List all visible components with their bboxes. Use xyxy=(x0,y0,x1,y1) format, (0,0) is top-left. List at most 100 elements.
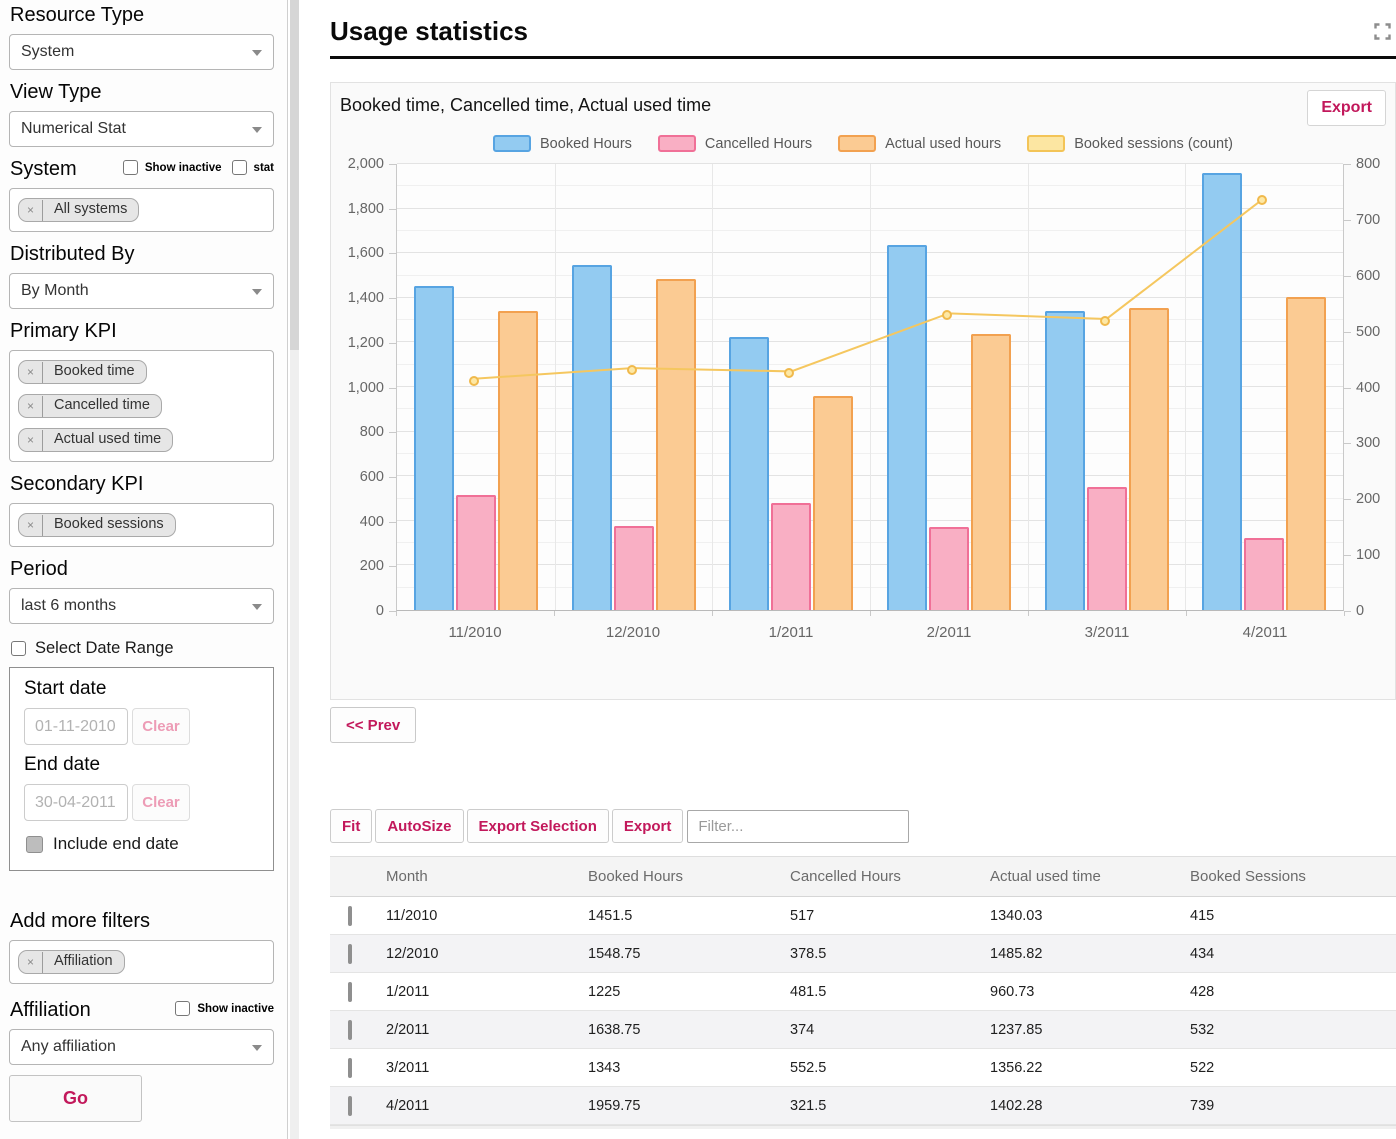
column-header-month[interactable]: Month xyxy=(382,857,584,897)
table-export-button[interactable]: Export xyxy=(612,809,684,843)
table-filter-input[interactable] xyxy=(687,810,909,843)
fit-button[interactable]: Fit xyxy=(330,809,372,843)
axis-tick xyxy=(389,611,396,612)
scrollbar-thumb[interactable] xyxy=(290,0,299,350)
legend-item[interactable]: Booked Hours xyxy=(493,135,632,152)
sessions-point xyxy=(1100,316,1110,326)
x-axis-tick xyxy=(396,611,397,616)
axis-tick xyxy=(1344,388,1351,389)
page-title: Usage statistics xyxy=(330,16,528,47)
row-checkbox[interactable] xyxy=(348,1020,352,1040)
column-header-booked-hours[interactable]: Booked Hours xyxy=(584,857,786,897)
row-checkbox[interactable] xyxy=(348,982,352,1002)
secondary-kpi-tag: ×Booked sessions xyxy=(18,513,176,537)
axis-tick xyxy=(389,253,396,254)
axis-tick xyxy=(389,164,396,165)
affiliation-show-inactive-checkbox[interactable] xyxy=(175,1001,190,1016)
axis-tick-label: 0 xyxy=(376,603,384,619)
table-row[interactable]: 3/20111343552.51356.22522 xyxy=(330,1049,1396,1087)
autosize-button[interactable]: AutoSize xyxy=(375,809,463,843)
column-header-booked-sessions[interactable]: Booked Sessions xyxy=(1186,857,1396,897)
add-more-filters-multiselect[interactable]: ×Affiliation xyxy=(9,940,274,984)
export-selection-button[interactable]: Export Selection xyxy=(467,809,609,843)
end-date-clear-button[interactable]: Clear xyxy=(132,784,190,821)
view-type-label: View Type xyxy=(10,81,274,104)
table-row[interactable]: 2/20111638.753741237.85532 xyxy=(330,1011,1396,1049)
secondary-kpi-multiselect[interactable]: ×Booked sessions xyxy=(9,503,274,547)
chart-area[interactable]: 02004006008001,0001,2001,4001,6001,8002,… xyxy=(340,164,1386,645)
axis-tick xyxy=(1344,499,1351,500)
cell-month: 12/2010 xyxy=(382,935,584,973)
affiliation-label: Affiliation xyxy=(10,999,91,1022)
prev-button[interactable]: << Prev xyxy=(330,707,416,743)
include-end-date-checkbox[interactable] xyxy=(26,836,43,853)
chevron-down-icon xyxy=(252,50,262,56)
legend-item[interactable]: Booked sessions (count) xyxy=(1027,135,1233,152)
select-all-header[interactable] xyxy=(330,857,382,897)
primary-kpi-multiselect[interactable]: ×Booked time×Cancelled time×Actual used … xyxy=(9,350,274,462)
table-row[interactable]: 1/20111225481.5960.73428 xyxy=(330,973,1396,1011)
chart-panel: Booked time, Cancelled time, Actual used… xyxy=(330,82,1396,700)
affiliation-select[interactable]: Any affiliation xyxy=(9,1029,274,1065)
cell-actual-used-time: 1356.22 xyxy=(986,1049,1186,1087)
primary-kpi-tag: ×Booked time xyxy=(18,360,147,384)
system-multiselect[interactable]: ×All systems xyxy=(9,188,274,232)
remove-tag-icon[interactable]: × xyxy=(19,515,43,536)
legend-swatch xyxy=(493,135,531,152)
axis-tick-label: 700 xyxy=(1356,212,1380,228)
primary-kpi-tag-label: Booked time xyxy=(43,361,146,383)
legend-swatch xyxy=(838,135,876,152)
remove-tag-icon[interactable]: × xyxy=(19,362,43,383)
axis-tick-label: 400 xyxy=(1356,380,1380,396)
affiliation-show-inactive-label: Show inactive xyxy=(197,1003,274,1015)
table-row[interactable]: 4/20111959.75321.51402.28739 xyxy=(330,1087,1396,1125)
sidebar-scrollbar[interactable] xyxy=(290,0,299,1139)
select-date-range-checkbox[interactable] xyxy=(11,641,26,656)
row-checkbox[interactable] xyxy=(348,944,352,964)
axis-tick-label: 300 xyxy=(1356,435,1380,451)
view-type-value: Numerical Stat xyxy=(21,120,126,138)
table-row[interactable]: 11/20101451.55171340.03415 xyxy=(330,897,1396,935)
start-date-clear-button[interactable]: Clear xyxy=(132,708,190,745)
remove-tag-icon[interactable]: × xyxy=(19,952,43,973)
x-axis-tick xyxy=(870,611,871,616)
row-checkbox[interactable] xyxy=(348,906,352,926)
system-stat-checkbox[interactable] xyxy=(232,160,247,175)
remove-tag-icon[interactable]: × xyxy=(19,200,43,221)
axis-tick-label: 500 xyxy=(1356,324,1380,340)
go-button[interactable]: Go xyxy=(9,1075,142,1122)
axis-tick-label: 1,600 xyxy=(348,245,384,261)
row-checkbox[interactable] xyxy=(348,1058,352,1078)
fullscreen-icon[interactable] xyxy=(1373,22,1392,41)
table-row[interactable]: 12/20101548.75378.51485.82434 xyxy=(330,935,1396,973)
system-tag: ×All systems xyxy=(18,198,139,222)
remove-tag-icon[interactable]: × xyxy=(19,396,43,417)
period-select[interactable]: last 6 months xyxy=(9,588,274,624)
distributed-by-select[interactable]: By Month xyxy=(9,273,274,309)
cell-actual-used-time: 1237.85 xyxy=(986,1011,1186,1049)
column-header-actual-used-time[interactable]: Actual used time xyxy=(986,857,1186,897)
axis-tick xyxy=(1344,555,1351,556)
end-date-input[interactable] xyxy=(24,784,128,821)
row-checkbox[interactable] xyxy=(348,1096,352,1116)
primary-kpi-tag: ×Cancelled time xyxy=(18,394,162,418)
column-header-cancelled-hours[interactable]: Cancelled Hours xyxy=(786,857,986,897)
view-type-select[interactable]: Numerical Stat xyxy=(9,111,274,147)
cell-booked-sessions: 532 xyxy=(1186,1011,1396,1049)
system-stat-label: stat xyxy=(254,162,274,174)
chevron-down-icon xyxy=(252,289,262,295)
axis-tick-label: 100 xyxy=(1356,547,1380,563)
chart-export-button[interactable]: Export xyxy=(1307,90,1386,126)
legend-item[interactable]: Cancelled Hours xyxy=(658,135,812,152)
legend-item[interactable]: Actual used hours xyxy=(838,135,1001,152)
system-show-inactive-checkbox[interactable] xyxy=(123,160,138,175)
resource-type-select[interactable]: System xyxy=(9,34,274,70)
axis-tick-label: 200 xyxy=(1356,491,1380,507)
start-date-input[interactable] xyxy=(24,708,128,745)
chart-plot xyxy=(396,164,1344,611)
cell-booked-hours: 1638.75 xyxy=(584,1011,786,1049)
add-more-filters-label: Add more filters xyxy=(10,910,274,933)
cell-month: 4/2011 xyxy=(382,1087,584,1125)
cell-month: 2/2011 xyxy=(382,1011,584,1049)
remove-tag-icon[interactable]: × xyxy=(19,430,43,451)
